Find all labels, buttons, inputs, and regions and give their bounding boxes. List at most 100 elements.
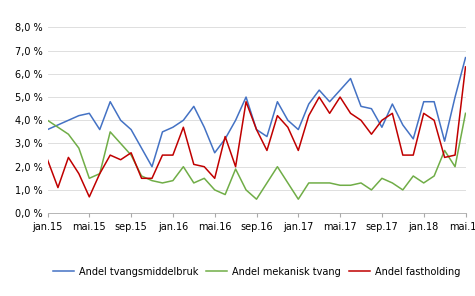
Andel fastholding xyxy=(118,158,124,162)
Andel mekanisk tvang xyxy=(369,188,374,192)
Andel tvangsmiddelbruk xyxy=(139,146,144,150)
Andel fastholding xyxy=(86,195,92,199)
Andel mekanisk tvang xyxy=(421,181,427,185)
Andel fastholding xyxy=(212,176,218,180)
Andel tvangsmiddelbruk xyxy=(160,130,165,134)
Andel fastholding xyxy=(400,153,406,157)
Andel tvangsmiddelbruk xyxy=(222,137,228,141)
Andel fastholding xyxy=(66,156,71,159)
Andel fastholding xyxy=(55,186,61,189)
Andel fastholding xyxy=(180,126,186,129)
Andel fastholding xyxy=(254,128,259,131)
Andel fastholding xyxy=(97,172,103,176)
Andel fastholding xyxy=(431,118,437,122)
Andel fastholding xyxy=(149,176,155,180)
Andel tvangsmiddelbruk xyxy=(431,100,437,104)
Andel tvangsmiddelbruk xyxy=(55,123,61,127)
Andel tvangsmiddelbruk xyxy=(442,139,447,143)
Andel tvangsmiddelbruk xyxy=(379,126,385,129)
Andel tvangsmiddelbruk xyxy=(66,118,71,122)
Andel mekanisk tvang xyxy=(327,181,332,185)
Andel fastholding xyxy=(201,165,207,168)
Andel mekanisk tvang xyxy=(348,184,353,187)
Andel mekanisk tvang xyxy=(201,176,207,180)
Andel tvangsmiddelbruk xyxy=(233,118,238,122)
Andel fastholding xyxy=(128,151,134,155)
Andel mekanisk tvang xyxy=(118,142,124,145)
Andel mekanisk tvang xyxy=(316,181,322,185)
Andel tvangsmiddelbruk xyxy=(180,118,186,122)
Andel fastholding xyxy=(45,158,50,162)
Andel mekanisk tvang xyxy=(160,181,165,185)
Andel fastholding xyxy=(170,153,176,157)
Andel fastholding xyxy=(410,153,416,157)
Andel tvangsmiddelbruk xyxy=(337,88,343,92)
Andel mekanisk tvang xyxy=(180,165,186,168)
Andel tvangsmiddelbruk xyxy=(128,128,134,131)
Andel fastholding xyxy=(264,149,270,152)
Andel fastholding xyxy=(160,153,165,157)
Andel mekanisk tvang xyxy=(45,118,50,122)
Andel tvangsmiddelbruk xyxy=(118,118,124,122)
Andel tvangsmiddelbruk xyxy=(76,114,82,118)
Andel tvangsmiddelbruk xyxy=(306,102,312,106)
Andel fastholding xyxy=(421,112,427,115)
Andel tvangsmiddelbruk xyxy=(327,100,332,104)
Andel mekanisk tvang xyxy=(463,112,468,115)
Andel fastholding xyxy=(337,95,343,99)
Andel fastholding xyxy=(76,172,82,176)
Andel tvangsmiddelbruk xyxy=(452,95,458,99)
Andel tvangsmiddelbruk xyxy=(254,128,259,131)
Andel tvangsmiddelbruk xyxy=(243,95,249,99)
Andel tvangsmiddelbruk xyxy=(358,104,364,108)
Andel mekanisk tvang xyxy=(76,146,82,150)
Andel mekanisk tvang xyxy=(295,197,301,201)
Andel tvangsmiddelbruk xyxy=(170,126,176,129)
Andel mekanisk tvang xyxy=(337,184,343,187)
Andel tvangsmiddelbruk xyxy=(421,100,427,104)
Andel mekanisk tvang xyxy=(275,165,280,168)
Andel mekanisk tvang xyxy=(431,174,437,178)
Andel mekanisk tvang xyxy=(264,181,270,185)
Andel fastholding xyxy=(316,95,322,99)
Andel fastholding xyxy=(139,176,144,180)
Andel tvangsmiddelbruk xyxy=(369,107,374,110)
Andel mekanisk tvang xyxy=(410,174,416,178)
Andel fastholding xyxy=(463,65,468,69)
Andel tvangsmiddelbruk xyxy=(201,126,207,129)
Andel fastholding xyxy=(107,153,113,157)
Andel tvangsmiddelbruk xyxy=(348,77,353,80)
Andel mekanisk tvang xyxy=(66,132,71,136)
Andel fastholding xyxy=(369,132,374,136)
Andel tvangsmiddelbruk xyxy=(97,128,103,131)
Andel fastholding xyxy=(222,135,228,138)
Andel mekanisk tvang xyxy=(390,181,395,185)
Andel mekanisk tvang xyxy=(212,188,218,192)
Andel mekanisk tvang xyxy=(222,193,228,196)
Andel mekanisk tvang xyxy=(254,197,259,201)
Andel tvangsmiddelbruk xyxy=(463,56,468,59)
Andel fastholding xyxy=(358,118,364,122)
Andel mekanisk tvang xyxy=(285,181,291,185)
Andel mekanisk tvang xyxy=(452,165,458,168)
Andel tvangsmiddelbruk xyxy=(149,165,155,168)
Andel mekanisk tvang xyxy=(233,167,238,171)
Andel mekanisk tvang xyxy=(306,181,312,185)
Andel mekanisk tvang xyxy=(149,179,155,182)
Andel tvangsmiddelbruk xyxy=(86,112,92,115)
Andel tvangsmiddelbruk xyxy=(191,104,197,108)
Andel fastholding xyxy=(295,149,301,152)
Legend: Andel tvangsmiddelbruk, Andel mekanisk tvang, Andel fastholding: Andel tvangsmiddelbruk, Andel mekanisk t… xyxy=(49,263,464,281)
Andel tvangsmiddelbruk xyxy=(107,100,113,104)
Andel fastholding xyxy=(348,112,353,115)
Andel fastholding xyxy=(233,165,238,168)
Andel mekanisk tvang xyxy=(358,181,364,185)
Andel fastholding xyxy=(452,153,458,157)
Andel mekanisk tvang xyxy=(170,179,176,182)
Andel fastholding xyxy=(442,156,447,159)
Andel mekanisk tvang xyxy=(97,172,103,176)
Andel fastholding xyxy=(191,163,197,166)
Andel tvangsmiddelbruk xyxy=(285,118,291,122)
Andel mekanisk tvang xyxy=(442,149,447,152)
Andel fastholding xyxy=(390,112,395,115)
